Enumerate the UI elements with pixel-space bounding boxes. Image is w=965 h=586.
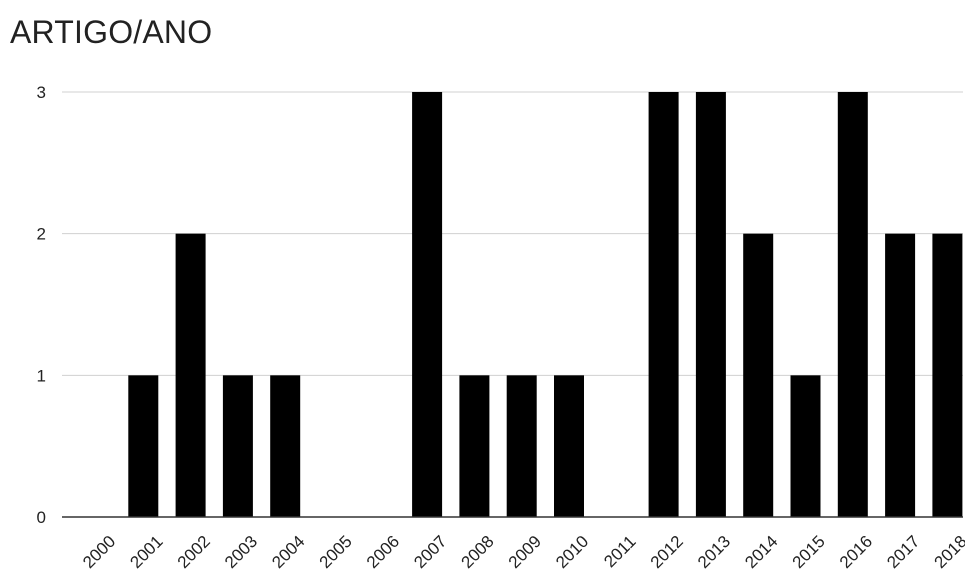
x-tick-label: 2001 xyxy=(126,532,166,572)
y-axis-ticks: 0 1 2 3 xyxy=(37,83,46,527)
x-tick-label: 2003 xyxy=(221,532,261,572)
x-axis-ticks: 2000 2001 2002 2003 2004 2005 2006 2007 2008 2009… xyxy=(79,532,965,572)
bar-2009 xyxy=(506,375,537,517)
bar-2015 xyxy=(790,375,821,517)
x-tick-label: 2002 xyxy=(174,532,214,572)
x-tick-label: 2015 xyxy=(789,532,829,572)
bar-2002 xyxy=(175,233,206,517)
bar-2004 xyxy=(270,375,301,517)
bar-2013 xyxy=(695,92,726,517)
x-tick-label: 2004 xyxy=(268,532,308,572)
bar-2017 xyxy=(885,233,916,517)
bar-2001 xyxy=(128,375,159,517)
bar-2003 xyxy=(222,375,253,517)
x-tick-label: 2009 xyxy=(505,532,545,572)
y-tick-label: 2 xyxy=(37,225,46,244)
bar-2010 xyxy=(554,375,584,517)
y-tick-label: 3 xyxy=(37,83,46,102)
bar-2012 xyxy=(648,92,679,517)
y-tick-label: 0 xyxy=(37,508,46,527)
x-tick-label: 2013 xyxy=(694,532,734,572)
x-tick-label: 2018 xyxy=(931,532,965,572)
y-tick-label: 1 xyxy=(37,366,46,385)
x-tick-label: 2017 xyxy=(883,532,923,572)
bars xyxy=(128,92,963,517)
x-tick-label: 2011 xyxy=(600,532,639,571)
x-tick-label: 2006 xyxy=(363,532,403,572)
x-tick-label: 2010 xyxy=(552,532,592,572)
bar-2007 xyxy=(412,92,443,517)
x-tick-label: 2007 xyxy=(410,532,450,572)
x-tick-label: 2016 xyxy=(836,532,876,572)
bar-2008 xyxy=(459,375,490,517)
chart-title: ARTIGO/ANO xyxy=(10,14,213,50)
x-tick-label: 2008 xyxy=(458,532,498,572)
bar-2016 xyxy=(837,92,868,517)
x-tick-label: 2005 xyxy=(316,532,356,572)
x-tick-label: 2000 xyxy=(79,532,119,572)
x-tick-label: 2012 xyxy=(647,532,687,572)
x-tick-label: 2014 xyxy=(741,532,781,572)
bar-2014 xyxy=(743,233,774,517)
bar-2018 xyxy=(932,233,963,517)
